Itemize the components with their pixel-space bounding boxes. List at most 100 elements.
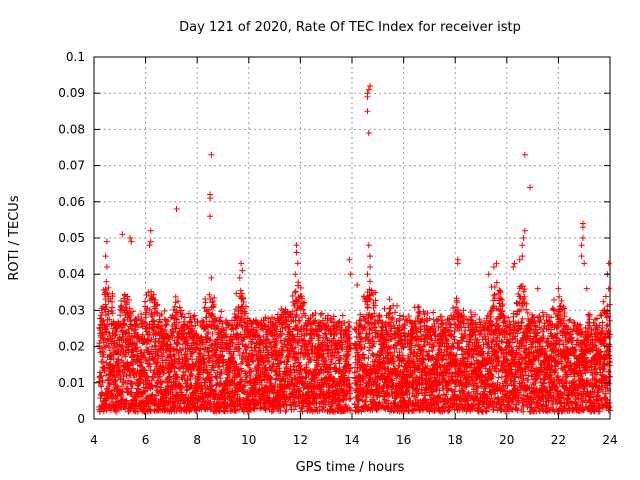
data-point (151, 342, 158, 349)
data-point (109, 293, 116, 300)
data-point (110, 355, 117, 362)
data-point (112, 332, 119, 339)
data-point (115, 356, 122, 363)
data-point (295, 279, 302, 286)
data-point (135, 324, 142, 331)
data-point (161, 316, 168, 323)
data-point (152, 305, 159, 312)
data-point (142, 369, 149, 376)
data-point (146, 306, 153, 313)
data-point (206, 291, 213, 298)
data-point (109, 310, 116, 317)
data-point (233, 290, 240, 297)
data-point (176, 304, 183, 311)
data-point (145, 374, 152, 381)
data-point (154, 301, 161, 308)
data-point (105, 343, 112, 350)
data-point (324, 312, 331, 319)
data-point (153, 358, 160, 365)
data-point (155, 338, 162, 345)
data-point (119, 388, 125, 395)
data-point (365, 347, 372, 354)
data-point (148, 296, 155, 303)
data-point (108, 335, 115, 342)
data-point (126, 297, 133, 304)
data-point (237, 287, 244, 294)
data-point (126, 318, 133, 325)
data-point (137, 347, 144, 354)
data-point (148, 343, 155, 350)
data-point (149, 313, 156, 320)
data-point (130, 352, 137, 359)
data-point (159, 379, 166, 386)
data-point (335, 349, 342, 356)
data-point (114, 348, 121, 355)
data-point (129, 308, 136, 315)
data-point (104, 337, 111, 344)
data-point (155, 355, 162, 362)
data-point (122, 328, 129, 335)
data-point (119, 396, 126, 403)
data-point (153, 309, 160, 316)
data-point (162, 322, 169, 329)
data-point (102, 286, 109, 293)
data-point (166, 336, 173, 343)
data-point (103, 372, 110, 379)
data-point (135, 313, 142, 320)
data-point (392, 309, 399, 316)
data-point (346, 396, 353, 403)
data-point (118, 392, 125, 399)
data-point (202, 299, 209, 306)
data-point (109, 304, 116, 311)
data-point (129, 347, 136, 354)
data-point (148, 336, 155, 343)
data-point (109, 298, 116, 305)
data-point (123, 385, 130, 392)
data-point (96, 340, 103, 347)
data-point (132, 345, 139, 352)
data-point (110, 340, 117, 347)
data-point (251, 406, 258, 413)
data-point (366, 278, 373, 285)
data-point (386, 296, 393, 303)
data-point (107, 356, 114, 363)
data-point (163, 321, 170, 328)
data-point (414, 304, 421, 311)
data-point (148, 288, 155, 295)
data-point (356, 317, 363, 324)
data-point (106, 316, 113, 323)
data-point (99, 309, 106, 316)
data-point (128, 312, 135, 319)
data-point (119, 383, 126, 390)
data-point (156, 339, 163, 346)
data-point (236, 345, 243, 352)
data-point (317, 311, 324, 318)
data-point (153, 302, 160, 309)
data-point (112, 382, 119, 389)
data-point (272, 372, 279, 379)
data-point (158, 384, 165, 391)
data-point (117, 312, 124, 319)
data-point (156, 373, 163, 380)
data-point (133, 321, 140, 328)
data-point (112, 376, 119, 383)
data-point (150, 374, 157, 381)
data-point (150, 357, 157, 364)
data-point (424, 310, 431, 317)
data-point (160, 370, 167, 377)
data-point (138, 359, 145, 366)
data-point (103, 278, 110, 285)
data-point (133, 344, 140, 351)
data-point (122, 304, 129, 311)
data-point (158, 311, 165, 318)
data-point (141, 354, 148, 361)
data-point (152, 296, 159, 303)
data-point (123, 372, 130, 379)
data-point (167, 341, 174, 348)
data-point (150, 291, 157, 298)
data-point (167, 353, 174, 360)
data-points (96, 82, 614, 415)
data-point (125, 408, 132, 415)
data-point (123, 307, 130, 314)
data-point (152, 329, 159, 336)
